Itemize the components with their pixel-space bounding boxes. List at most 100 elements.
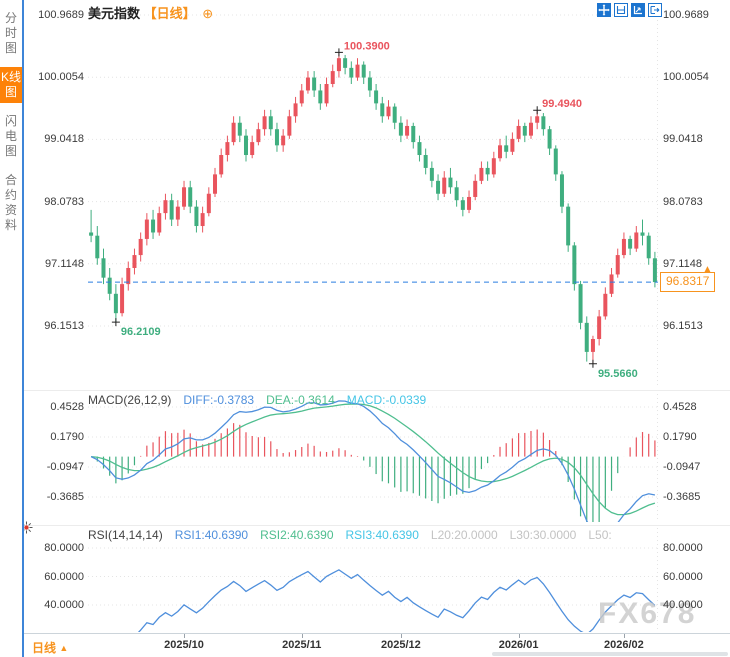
extreme-marker — [588, 359, 597, 368]
last-price-value: 96.8317 — [666, 274, 710, 289]
candle-body — [151, 219, 156, 233]
macd-diff-value: DIFF:-0.3783 — [183, 393, 255, 407]
candle-body — [312, 77, 317, 91]
candle-body — [287, 116, 292, 136]
candle-body — [566, 206, 571, 246]
sidebar-item-kline-chart[interactable]: K线图 — [0, 67, 22, 103]
candle-body — [498, 145, 503, 159]
symbol-name: 美元指数 — [88, 6, 141, 21]
candle-body — [120, 284, 125, 314]
candle-body — [491, 158, 496, 175]
rsi-l50-value: L50: — [588, 528, 612, 542]
rsi-axis-label: 80.0000 — [663, 542, 703, 554]
rsi-header: RSI(14,14,14) RSI1:40.6390 RSI2:40.6390 RSI… — [88, 528, 624, 542]
candle-body — [485, 167, 490, 175]
price-axis-label: 98.0783 — [663, 195, 703, 208]
extreme-marker — [533, 106, 542, 115]
candle-body — [621, 238, 626, 256]
candle-body — [460, 200, 465, 210]
price-axis-label: 100.0054 — [663, 71, 709, 84]
price-axis-label: 100.9689 — [38, 9, 84, 21]
indicator-settings-icon[interactable] — [20, 521, 33, 534]
panel-separator — [24, 390, 730, 391]
candle-body — [510, 138, 515, 152]
measure-range-icon[interactable] — [614, 3, 628, 17]
candle-body — [603, 293, 608, 317]
candle-body — [101, 258, 106, 278]
price-axis-label: 99.0418 — [663, 133, 703, 146]
macd-axis-label: -0.0947 — [46, 460, 84, 473]
x-axis-label: 2025/12 — [380, 639, 421, 651]
last-price-tag: 96.8317 ▲ — [660, 264, 716, 293]
macd-dea-value: DEA:-0.3614 — [266, 393, 335, 407]
macd-dea-line — [91, 403, 656, 516]
x-axis-tick — [184, 634, 186, 638]
candle-body — [157, 213, 162, 233]
candle-body — [361, 64, 366, 78]
x-axis-label: 2026/02 — [604, 639, 644, 651]
macd-header: MACD(26,12,9) DIFF:-0.3783 DEA:-0.3614 MACD… — [88, 393, 438, 407]
candle-body — [584, 322, 589, 352]
auto-scale-icon[interactable] — [631, 3, 645, 17]
price-axis-label: 96.1513 — [663, 320, 703, 332]
exit-chart-icon[interactable] — [648, 3, 662, 17]
sidebar-item-flash-chart[interactable]: 闪电图 — [4, 114, 17, 158]
rsi-line — [137, 569, 656, 632]
candle-body — [349, 67, 354, 78]
x-axis-tick — [301, 634, 303, 638]
price-axis-label: 100.0054 — [38, 71, 84, 84]
macd-axis-label: -0.3685 — [663, 491, 701, 503]
candle-body — [386, 106, 391, 117]
candle-body — [188, 187, 193, 207]
candle-body — [281, 135, 286, 146]
rsi-panel[interactable] — [88, 528, 658, 632]
sidebar-item-contract-info[interactable]: 合约资料 — [4, 173, 17, 232]
price-axis-label: 96.1513 — [44, 320, 84, 332]
extreme-price-label: 95.5660 — [598, 368, 638, 380]
crosshair-icon[interactable] — [597, 3, 611, 17]
candle-body — [398, 122, 403, 136]
macd-panel[interactable] — [88, 394, 658, 522]
candle-body — [330, 71, 335, 85]
candle-body — [615, 255, 620, 275]
macd-axis-label: 0.4528 — [50, 401, 84, 413]
candle-body — [417, 142, 422, 156]
candle-body — [138, 238, 143, 256]
candle-body — [504, 145, 509, 152]
extreme-marker — [334, 48, 343, 57]
price-candlestick-panel[interactable]: 96.2109 100.3900 99.4940 95.5660 — [88, 8, 658, 386]
candle-body — [405, 125, 410, 136]
rsi-axis-label: 80.0000 — [44, 542, 84, 554]
extreme-price-label: 100.3900 — [344, 40, 390, 52]
extreme-price-label: 99.4940 — [542, 98, 582, 110]
macd-axis-label: -0.0947 — [663, 460, 701, 473]
candle-body — [268, 116, 273, 130]
sidebar-item-timeshare-chart[interactable]: 分时图 — [4, 11, 17, 55]
candle-body — [219, 155, 224, 175]
candle-body — [479, 167, 484, 181]
candle-body — [355, 64, 360, 78]
candle-body — [547, 129, 552, 149]
price-axis-label: 100.9689 — [663, 9, 709, 21]
chart-toolbar — [597, 3, 662, 17]
candle-body — [318, 90, 323, 104]
period-selector[interactable]: 日线 ▲ — [32, 639, 68, 656]
period-selector-arrow-icon: ▲ — [59, 643, 69, 653]
candle-body — [231, 122, 236, 143]
fx678-watermark: FX678 — [598, 597, 697, 630]
candle-body — [541, 116, 546, 130]
candle-body — [380, 103, 385, 117]
add-indicator-icon[interactable]: ⊕ — [202, 6, 214, 21]
candle-body — [640, 232, 645, 236]
macd-hist-value: MACD:-0.0339 — [346, 393, 427, 407]
candle-body — [578, 284, 583, 323]
candle-body — [448, 177, 453, 188]
chart-scrollbar[interactable] — [492, 652, 728, 656]
candle-body — [516, 125, 521, 139]
candle-body — [243, 135, 248, 156]
x-axis-tick — [518, 634, 520, 638]
candle-body — [423, 155, 428, 168]
candle-body — [553, 148, 558, 175]
x-axis-tick — [400, 634, 402, 638]
candle-body — [107, 277, 112, 294]
